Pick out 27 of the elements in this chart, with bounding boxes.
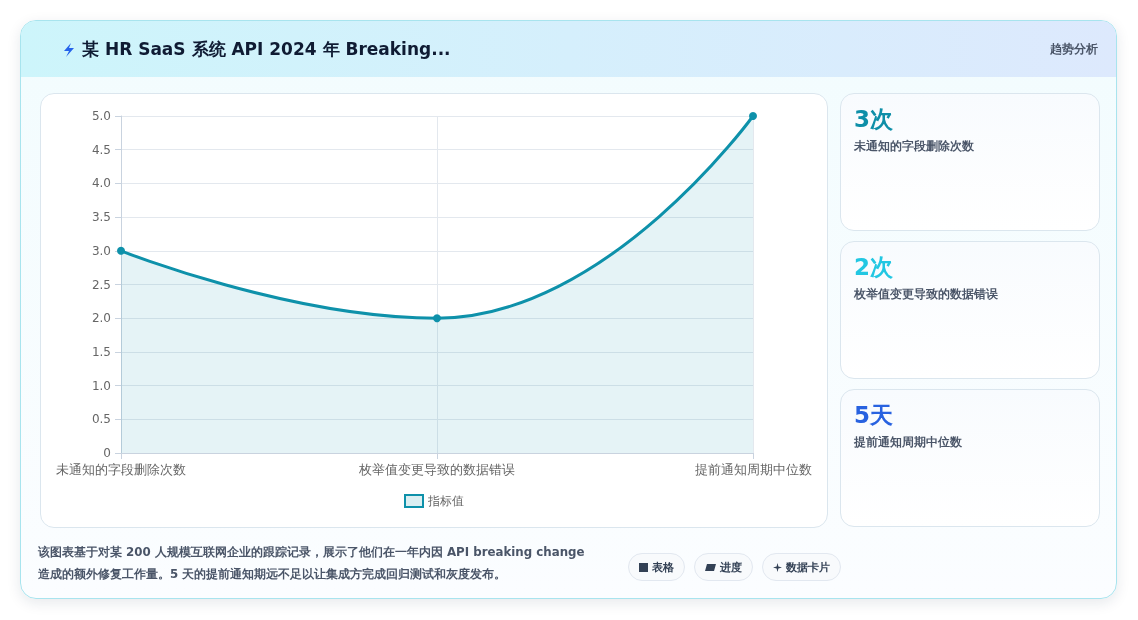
legend-label: 指标值 xyxy=(427,494,464,508)
text: 趋势分析 xyxy=(1050,41,1098,58)
stat-card: 2次 枚举值变更导致的数据错误 xyxy=(840,241,1100,379)
y-tick-label: 4.5 xyxy=(91,142,111,157)
y-tick-label: 3.0 xyxy=(91,243,111,258)
text: 该图表基于对某 200 人规模互联网企业的跟踪记录，展示了他们在一年内因 API breaking change 造成的额外修复工作量。5 天的提前通知期远不足以让集成方完成回归测试和灰度发布。 xyxy=(38,544,586,583)
stat-card: 3次 未通知的字段删除次数 xyxy=(840,93,1100,231)
point xyxy=(433,314,441,323)
y-tick-label: 0 xyxy=(103,446,111,460)
point xyxy=(749,112,757,120)
y-tick-label: 1.0 xyxy=(91,378,111,393)
x-tick-label: 提前通知周期中位数 xyxy=(694,462,812,477)
y-tick-label: 5.0 xyxy=(91,109,111,123)
point xyxy=(117,246,125,255)
tag-pill: 数据卡片 xyxy=(762,553,841,581)
y-tick-label: 1.5 xyxy=(91,344,111,359)
stat-card: 5天 提前通知周期中位数 xyxy=(840,389,1100,527)
y-tick-label: 2.0 xyxy=(91,311,111,326)
y-tick-label: 3.5 xyxy=(91,210,111,225)
y-tick-label: 2.5 xyxy=(91,277,111,292)
y-tick-label: 4.0 xyxy=(91,176,111,191)
tag-pill: 表格 xyxy=(628,553,685,581)
tag-pill: 进度 xyxy=(694,553,753,581)
y-tick-label: 0.5 xyxy=(91,412,111,427)
chart-title: 某 HR SaaS 系统 API 2024 年 Breaking... xyxy=(82,38,451,61)
x-tick-label: 枚举值变更导致的数据错误 xyxy=(358,462,515,477)
x-tick-label: 未通知的字段删除次数 xyxy=(56,462,186,477)
